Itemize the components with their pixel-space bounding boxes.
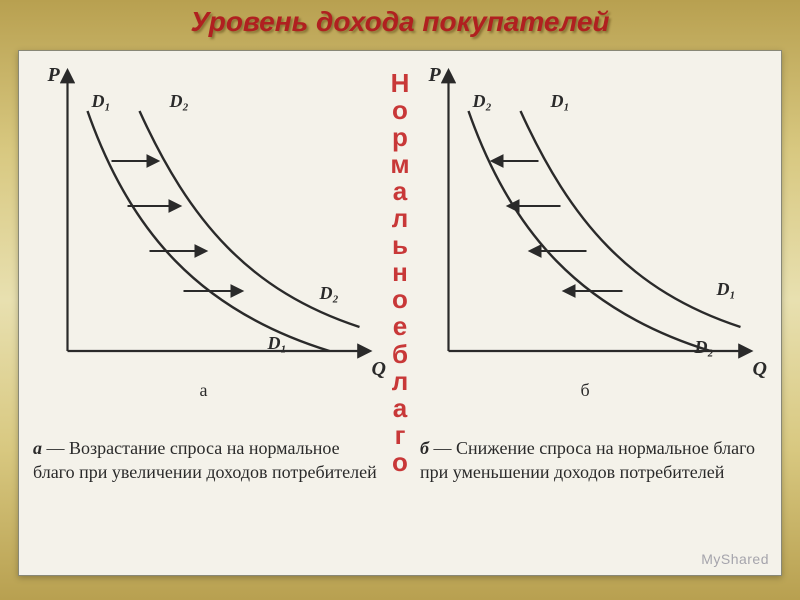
label-d1-end: D₁: [267, 333, 287, 353]
vertical-letter: л: [392, 368, 409, 394]
chart-a-svg: P Q D₁ D₂ D₁ D₂ а: [19, 51, 400, 421]
caption-b-prefix: б: [420, 438, 429, 458]
watermark: MyShared: [701, 551, 769, 567]
vertical-letter: н: [392, 259, 408, 285]
slide: Уровень дохода покупателей P Q: [0, 0, 800, 600]
label-d2-end: D₂: [319, 283, 339, 303]
vertical-letter: ь: [392, 232, 408, 258]
caption-b-text: Снижение спроса на нормальное благо при …: [420, 438, 755, 482]
curve-d2: [469, 111, 711, 351]
caption-b: б — Снижение спроса на нормальное благо …: [420, 437, 767, 557]
vertical-letter: Н: [391, 70, 410, 96]
vertical-letter: а: [393, 395, 407, 421]
label-d2-end: D₂: [694, 337, 714, 357]
vertical-letter: м: [390, 151, 409, 177]
vertical-letter: б: [392, 341, 408, 367]
axis-y-label: P: [47, 64, 61, 86]
label-d1-top: D₁: [550, 91, 570, 111]
caption-a-text: Возрастание спроса на нормальное благо п…: [33, 438, 377, 482]
curve-d1: [88, 111, 330, 351]
vertical-letter: л: [392, 205, 409, 231]
sub-label-a: а: [200, 380, 208, 400]
axis-y-label: P: [428, 64, 442, 86]
vertical-label: Нормальное благо: [390, 70, 409, 475]
vertical-letter: е: [393, 313, 407, 339]
vertical-letter: а: [393, 178, 407, 204]
vertical-letter: о: [392, 286, 408, 312]
label-d2-top: D₂: [169, 91, 189, 111]
chart-b: P Q D₂ D₁ D₁ D₂ б: [400, 51, 781, 421]
axis-x-label: Q: [753, 358, 767, 380]
axis-x-label: Q: [372, 358, 386, 380]
caption-a-prefix: а: [33, 438, 42, 458]
vertical-letter: о: [392, 449, 408, 475]
chart-b-svg: P Q D₂ D₁ D₁ D₂ б: [400, 51, 781, 421]
caption-a: а — Возрастание спроса на нормальное бла…: [33, 437, 380, 557]
curve-d1: [521, 111, 741, 327]
label-d2-top: D₂: [472, 91, 492, 111]
vertical-letter: г: [395, 422, 406, 448]
sub-label-b: б: [581, 380, 590, 400]
label-d1-end: D₁: [716, 279, 736, 299]
chart-a: P Q D₁ D₂ D₁ D₂ а: [19, 51, 400, 421]
vertical-letter: о: [392, 97, 408, 123]
label-d1-top: D₁: [91, 91, 111, 111]
slide-title: Уровень дохода покупателей: [0, 0, 800, 38]
vertical-letter: р: [392, 124, 408, 150]
